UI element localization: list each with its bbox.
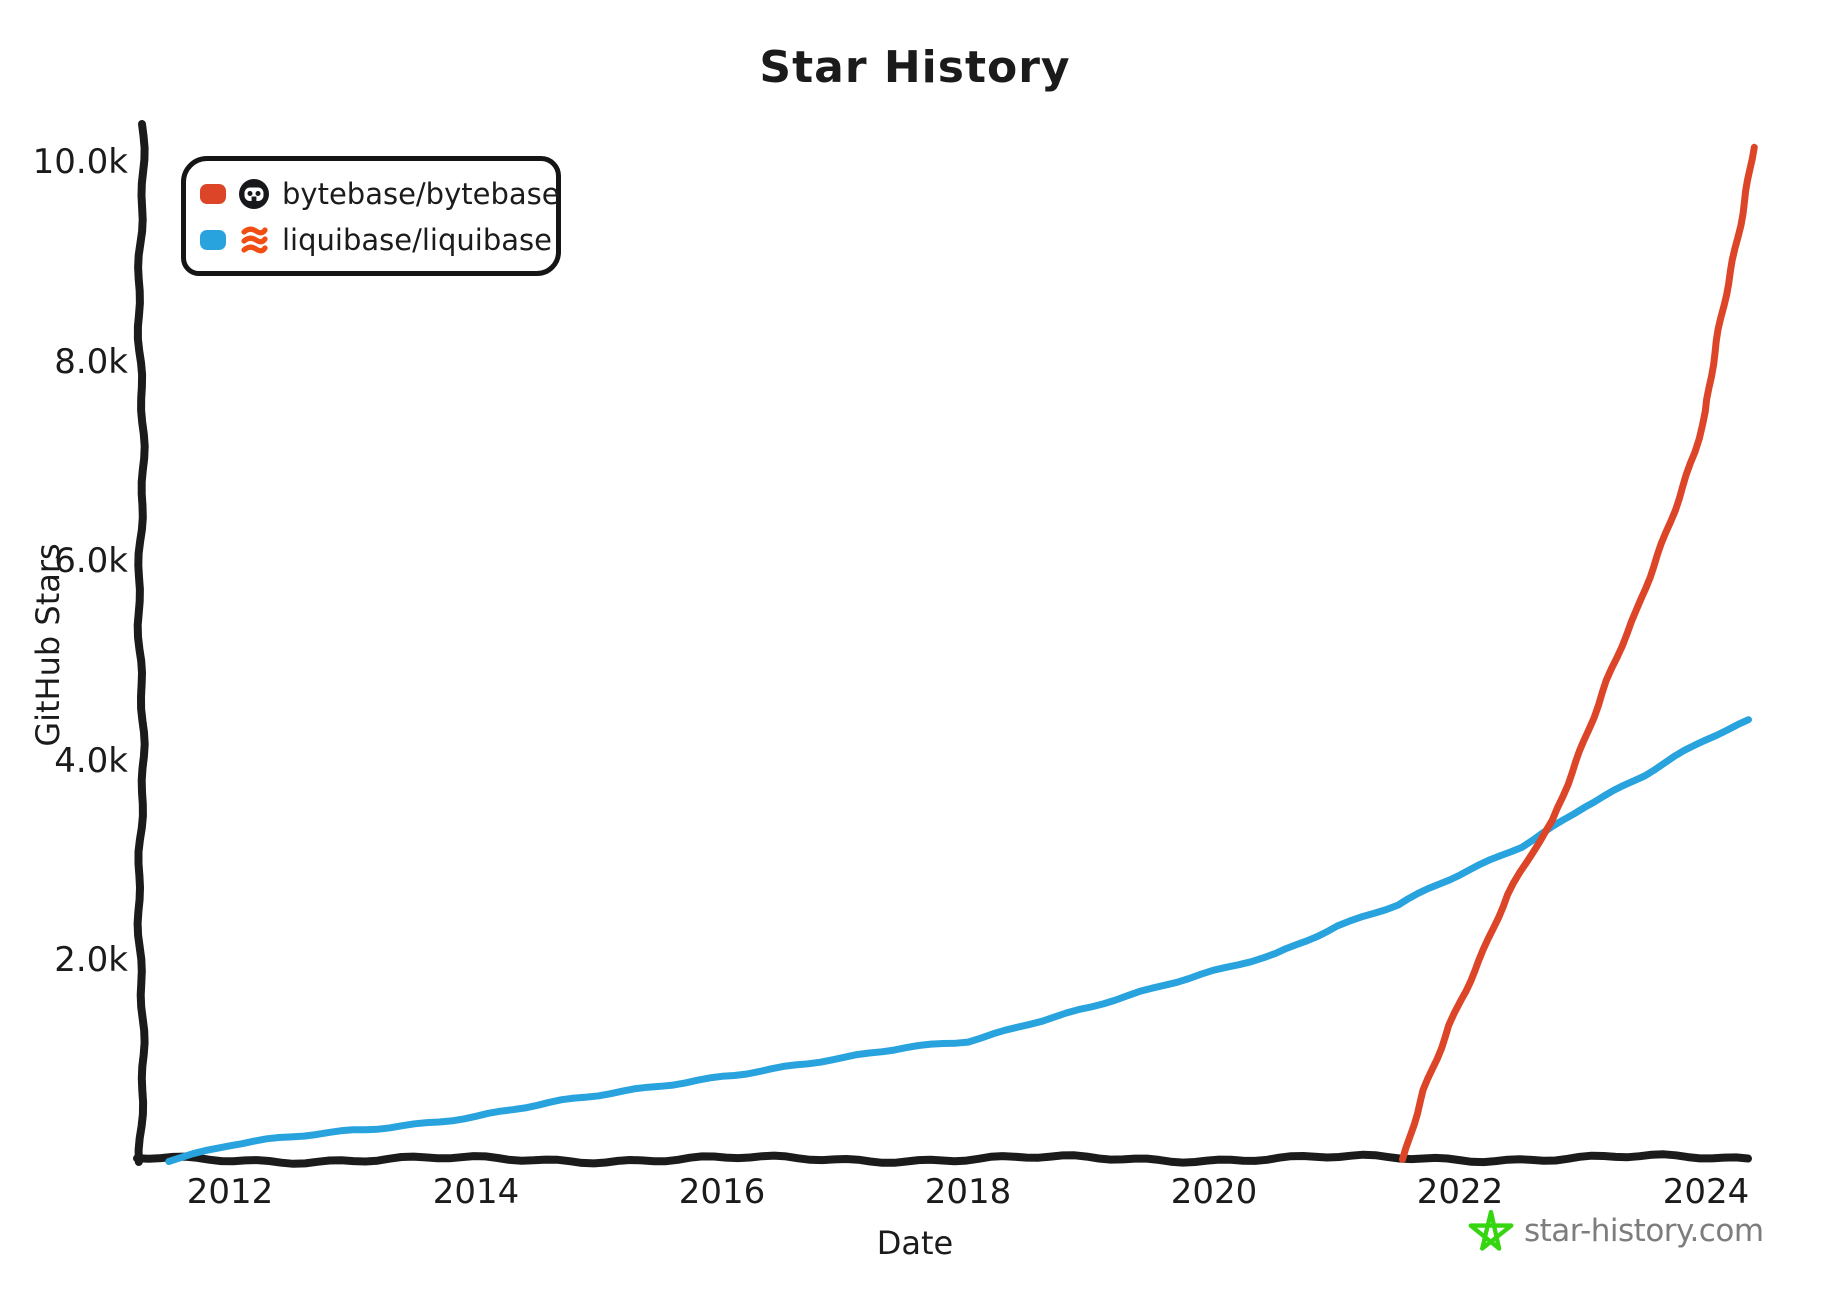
chart-title: Star History [759, 42, 1071, 93]
liquibase-color-swatch [200, 230, 226, 250]
y-tick-label: 6.0k [54, 541, 128, 582]
data-series-lines [165, 143, 1758, 1165]
x-tick-label: 2014 [432, 1172, 520, 1212]
y-tick-label: 2.0k [54, 940, 128, 981]
legend: bytebase/bytebase liquibase/liquibase [181, 156, 561, 276]
legend-item-bytebase: bytebase/bytebase [200, 175, 560, 213]
x-tick-label: 2016 [678, 1172, 766, 1212]
x-tick-label: 2020 [1170, 1172, 1258, 1212]
watermark-text: star-history.com [1524, 1213, 1764, 1249]
x-tick-label: 2024 [1662, 1172, 1750, 1212]
x-tick-label: 2022 [1416, 1172, 1504, 1212]
y-tick-label: 8.0k [54, 341, 128, 382]
star-icon [1468, 1209, 1514, 1251]
bytebase-avatar-icon [239, 179, 269, 209]
legend-item-liquibase: liquibase/liquibase [200, 221, 552, 259]
watermark: star-history.com [1468, 1208, 1764, 1254]
axes [133, 120, 1752, 1168]
y-tick-label: 4.0k [54, 740, 128, 781]
liquibase-avatar-icon [241, 226, 268, 254]
legend-label-bytebase: bytebase/bytebase [282, 177, 560, 211]
bytebase-color-swatch [200, 184, 226, 204]
x-tick-label: 2018 [924, 1172, 1012, 1212]
legend-label-liquibase: liquibase/liquibase [282, 223, 552, 257]
x-tick-label: 2012 [186, 1172, 274, 1212]
x-axis-label: Date [876, 1224, 954, 1262]
y-tick-label: 10.0k [32, 142, 128, 182]
